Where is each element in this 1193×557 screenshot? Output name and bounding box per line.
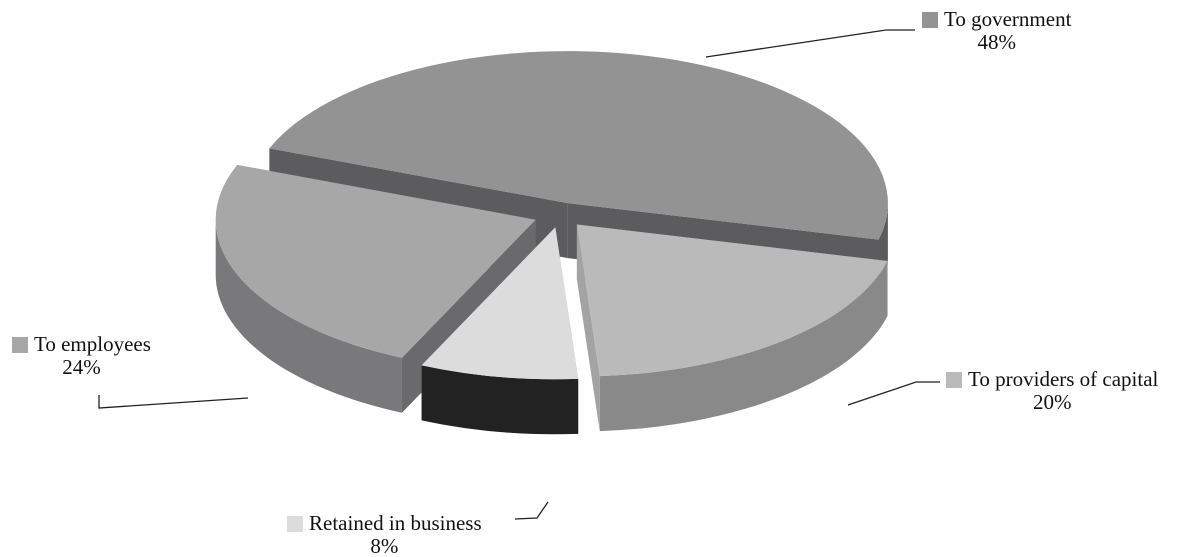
slice-cut-face — [576, 224, 600, 432]
label-to-providers-of-capital: To providers of capital 20% — [946, 368, 1158, 414]
legend-swatch — [946, 371, 962, 388]
legend-swatch — [922, 11, 938, 28]
leader-line — [514, 501, 549, 520]
slice-rim — [599, 261, 888, 432]
label-to-government: To government 48% — [922, 8, 1071, 54]
slice-rim — [421, 365, 579, 435]
legend-swatch — [287, 515, 303, 532]
legend-swatch — [12, 336, 28, 353]
pie-slice-to-providers-of-capital — [576, 224, 888, 432]
slice-top — [576, 224, 888, 377]
slice-top — [421, 227, 579, 380]
slice-rim — [215, 219, 402, 413]
slice-top — [269, 51, 888, 240]
pie-slice-retained-in-business — [421, 227, 579, 435]
leader-line — [705, 29, 915, 58]
slice-top — [215, 164, 536, 358]
leader-line — [847, 381, 940, 406]
label-to-employees: To employees 24% — [12, 333, 151, 379]
label-retained-in-business: Retained in business 8% — [287, 512, 482, 557]
leader-line — [98, 395, 249, 409]
